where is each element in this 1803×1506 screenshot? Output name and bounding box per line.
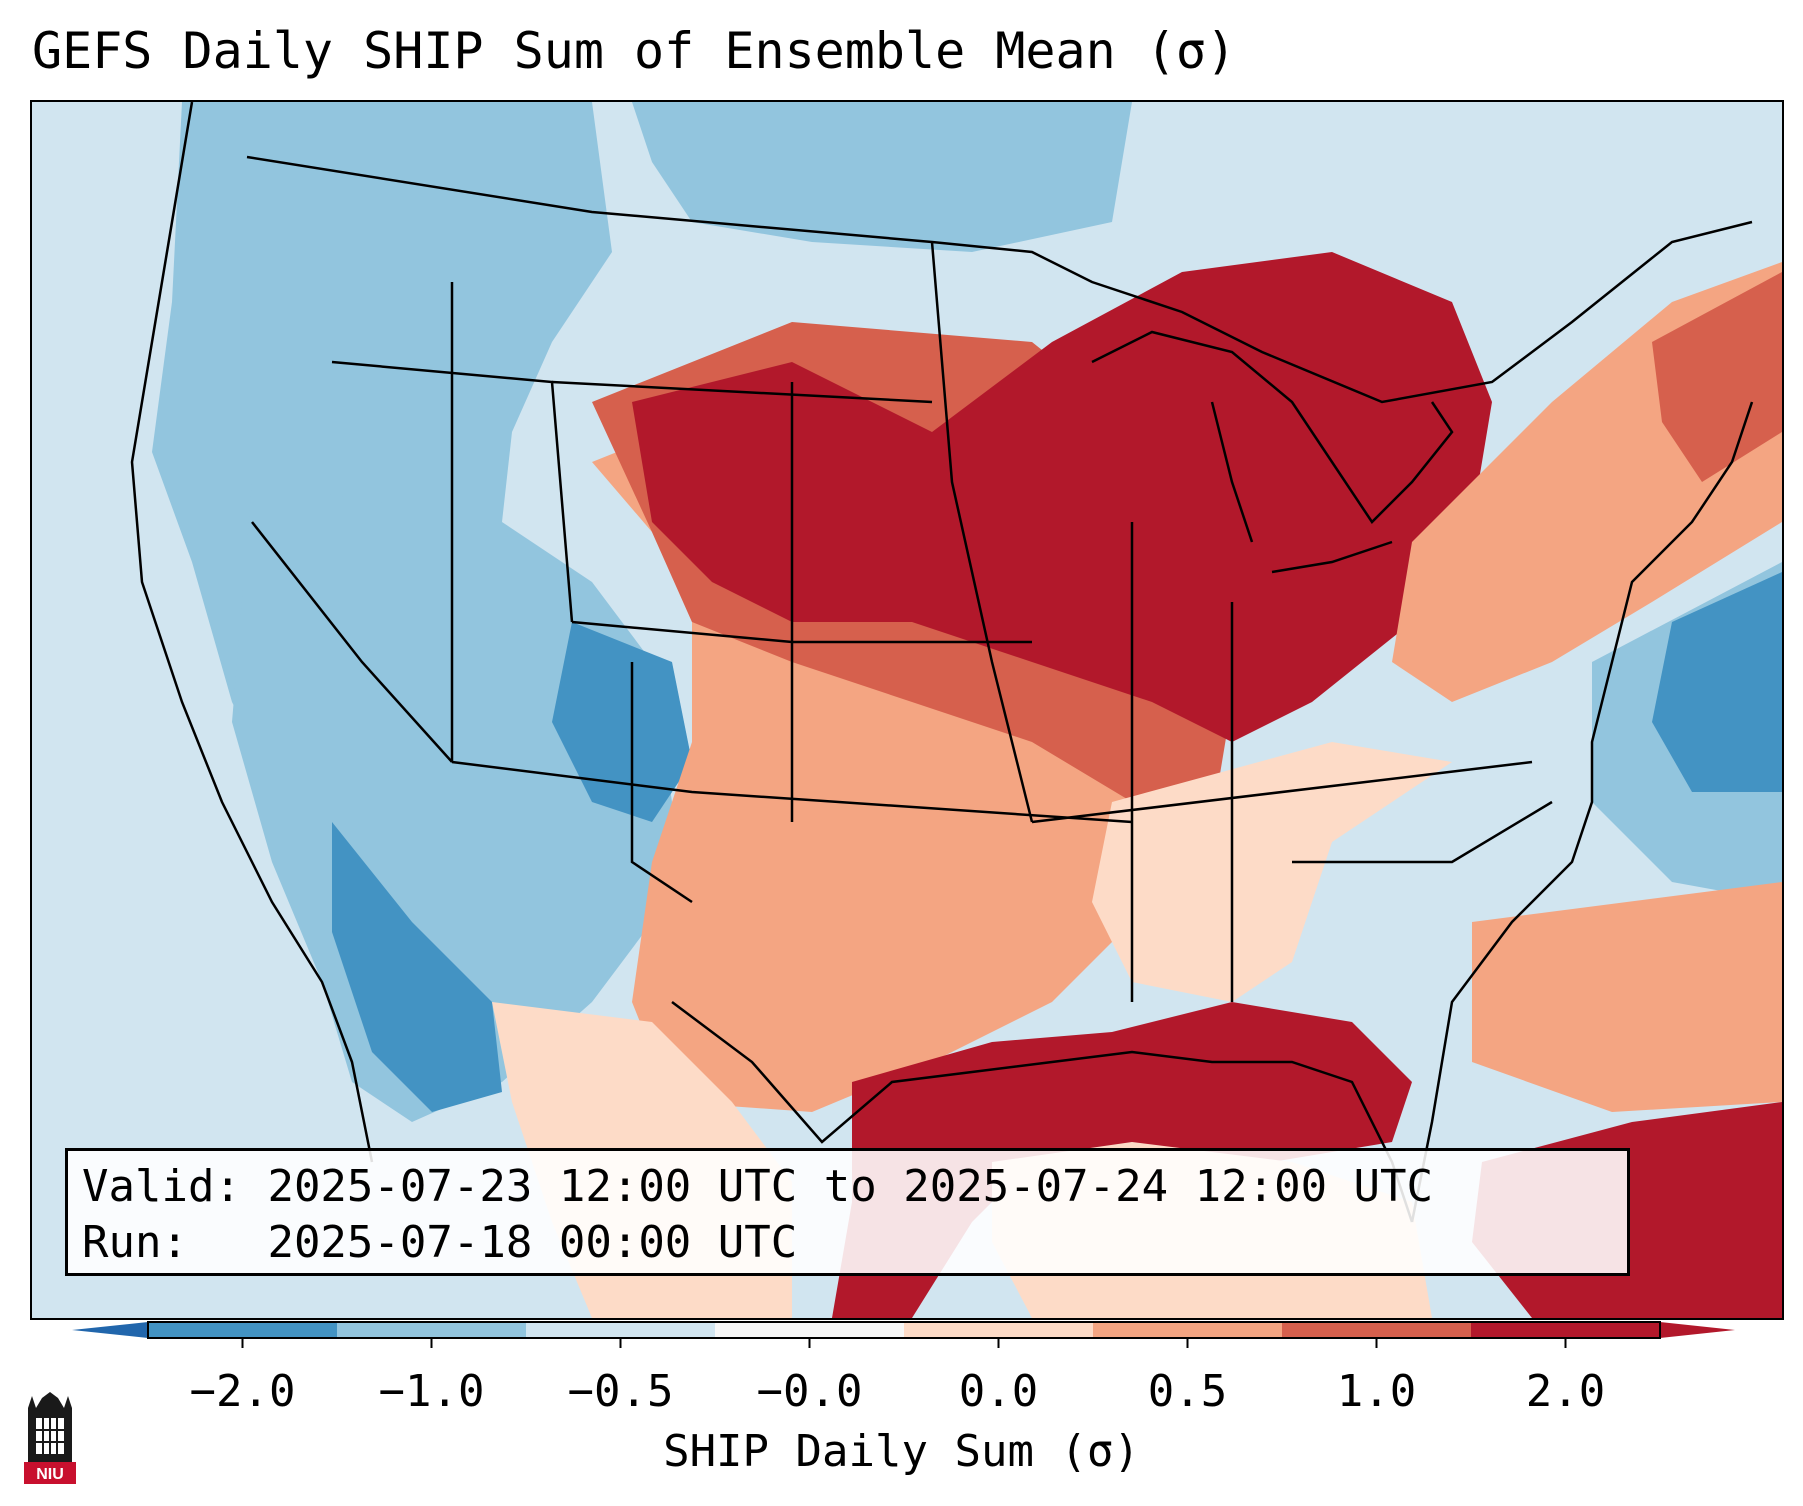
colorbar-outline	[147, 1321, 1661, 1339]
page-title: GEFS Daily SHIP Sum of Ensemble Mean (σ)	[32, 22, 1237, 80]
east-coast	[1410, 401, 1754, 1223]
niu-tower-logo-icon: NIU	[24, 1392, 76, 1484]
valid-value: 2025-07-23 12:00 UTC to 2025-07-24 12:00…	[267, 1161, 1434, 1212]
boundaries-overlay	[130, 102, 1754, 1223]
valid-row: Valid: 2025-07-23 12:00 UTC to 2025-07-2…	[82, 1159, 1613, 1215]
colorbar-segment	[715, 1322, 905, 1338]
colorbar-tick-label: 0.5	[1147, 1366, 1228, 1417]
colorbar-segments	[148, 1322, 1661, 1338]
colorbar-ticks	[241, 1338, 1567, 1348]
state-line-13	[251, 521, 453, 763]
gulf-coast	[671, 1001, 1414, 1223]
colorbar-tick-label: −0.0	[756, 1366, 863, 1417]
colorbar-tick-label: 1.0	[1336, 1366, 1417, 1417]
colorbar-tick-label: −0.5	[567, 1366, 674, 1417]
region-atlantic-warm	[1472, 882, 1782, 1112]
run-value: 2025-07-18 00:00 UTC	[267, 1217, 798, 1268]
us-canada-border	[246, 155, 1753, 404]
state-line-6	[930, 241, 1034, 823]
colorbar-segment	[526, 1322, 716, 1338]
region-western-atlantic-strong	[1652, 572, 1782, 792]
west-coast	[130, 102, 374, 1163]
region-southeast-light	[1092, 742, 1452, 1002]
map-svg	[32, 102, 1782, 1318]
colorbar-tick-label: −2.0	[189, 1366, 296, 1417]
region-new-england-strong	[1652, 272, 1782, 482]
region-upper-midwest-great-lakes	[632, 252, 1492, 742]
colorbar-label: SHIP Daily Sum (σ)	[663, 1426, 1140, 1477]
colorbar-segment	[148, 1322, 338, 1338]
info-box: Valid: 2025-07-23 12:00 UTC to 2025-07-2…	[65, 1148, 1630, 1276]
state-line-11	[1292, 800, 1553, 864]
colorbar	[72, 1321, 1735, 1348]
colorbar-tick-label: 0.0	[958, 1366, 1039, 1417]
colorbar-extend-high	[1660, 1322, 1735, 1338]
valid-label: Valid:	[82, 1161, 241, 1212]
state-line-5	[630, 662, 693, 904]
state-line-10	[1031, 760, 1533, 824]
map-panel	[30, 100, 1784, 1320]
colorbar-segment	[1471, 1322, 1661, 1338]
region-southwest-strong	[332, 822, 502, 1112]
run-row: Run: 2025-07-18 00:00 UTC	[82, 1215, 1613, 1271]
region-canada-west	[632, 102, 1132, 252]
colorbar-segment	[1093, 1322, 1283, 1338]
colorbar-segment	[337, 1322, 527, 1338]
colorbar-segment	[1282, 1322, 1472, 1338]
colorbar-segment	[904, 1322, 1094, 1338]
run-label: Run:	[82, 1217, 188, 1268]
colorbar-extend-low	[72, 1322, 148, 1338]
colorbar-tick-label: 2.0	[1525, 1366, 1606, 1417]
great-lakes-outline	[1091, 330, 1454, 574]
region-four-corners	[552, 622, 692, 822]
state-line-2	[551, 380, 933, 404]
logo-text: NIU	[36, 1466, 64, 1483]
colorbar-tick-label: −1.0	[378, 1366, 485, 1417]
state-line-4	[451, 760, 1133, 824]
